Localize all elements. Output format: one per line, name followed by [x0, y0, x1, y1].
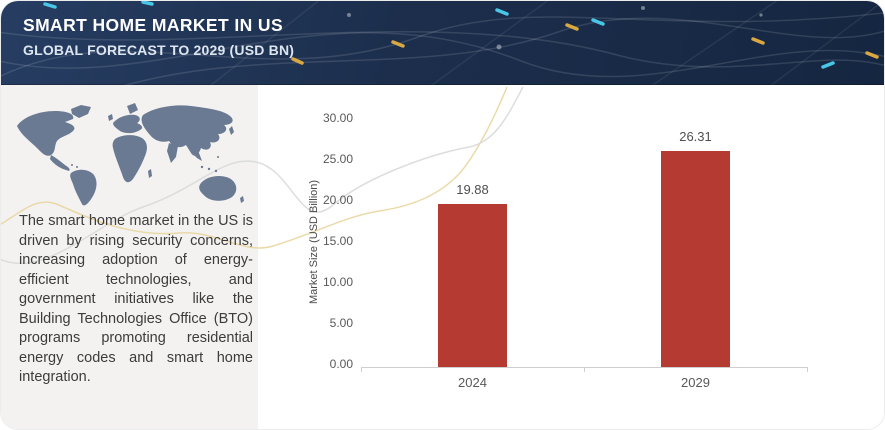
bar-2024 — [438, 203, 507, 367]
bar-2029 — [661, 151, 730, 367]
map-africa — [112, 135, 147, 183]
report-subtitle: GLOBAL FORECAST TO 2029 (USD BN) — [23, 42, 295, 58]
map-central-america — [50, 155, 70, 171]
map-asia — [141, 105, 233, 156]
report-title: SMART HOME MARKET IN US — [23, 15, 284, 35]
y-tick-label: 20.00 — [322, 193, 353, 207]
bar-value-label-2029: 26.31 — [679, 129, 712, 145]
world-map-graphic — [17, 103, 244, 206]
map-greenland — [71, 105, 91, 118]
report-body: The smart home market in the US is drive… — [1, 85, 884, 429]
x-axis-tick-mark — [584, 367, 585, 372]
map-europe — [113, 114, 143, 134]
chart-area: Market Size (USD Billion) 0.00 5.00 10.00 1… — [258, 85, 884, 429]
map-scandinavia — [127, 103, 138, 114]
map-australia — [199, 175, 237, 201]
y-tick-label: 25.00 — [322, 152, 353, 166]
network-decoration-graphic — [1, 1, 884, 85]
map-uk — [108, 114, 113, 121]
map-north-america — [17, 111, 75, 156]
header-banner: SMART HOME MARKET IN US GLOBAL FORECAST … — [1, 1, 884, 85]
map-madagascar — [148, 169, 152, 178]
x-category-label-2024: 2024 — [458, 375, 487, 390]
market-description: The smart home market in the US is drive… — [19, 213, 253, 385]
map-japan — [229, 126, 234, 135]
y-tick-label: 15.00 — [322, 234, 353, 248]
x-category-label-2029: 2029 — [681, 375, 710, 390]
y-tick-label: 10.00 — [322, 275, 353, 289]
map-india — [167, 143, 178, 163]
map-new-zealand — [240, 196, 244, 203]
bar-value-label-2024: 19.88 — [456, 181, 489, 197]
map-south-america — [70, 169, 97, 206]
x-axis-tick-mark — [807, 367, 808, 372]
y-tick-label: 30.00 — [322, 111, 353, 125]
y-tick-label: 0.00 — [329, 357, 353, 371]
y-tick-label: 5.00 — [329, 316, 353, 330]
x-axis-tick-mark — [361, 367, 362, 372]
